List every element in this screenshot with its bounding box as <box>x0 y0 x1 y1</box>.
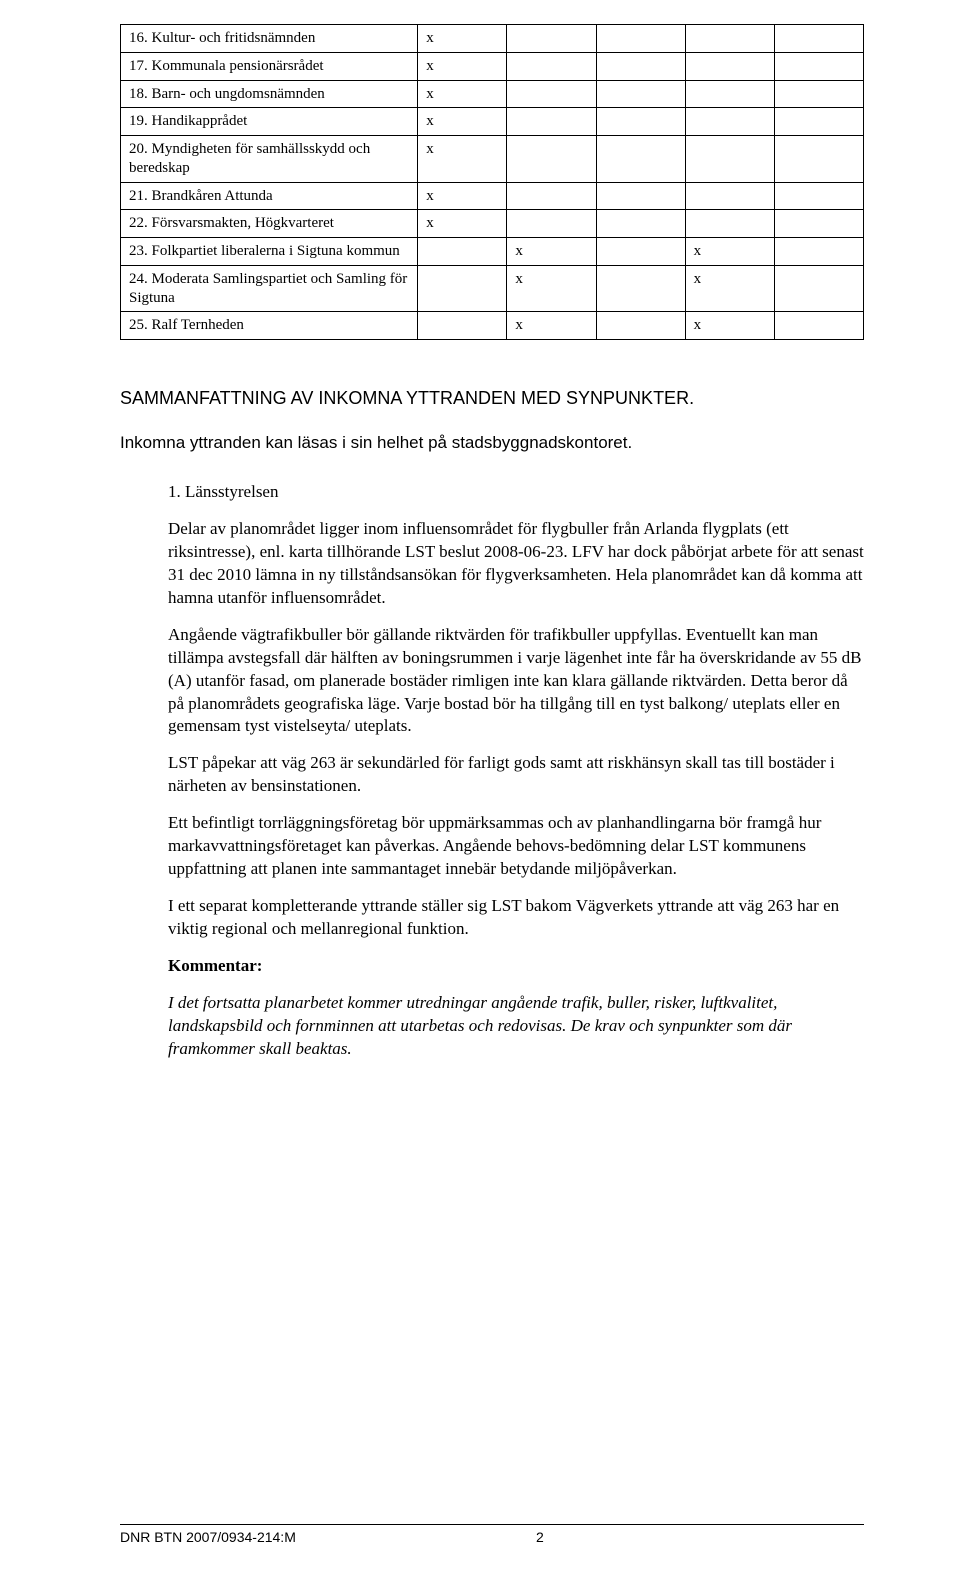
table-row: 21. Brandkåren Attundax <box>121 182 864 210</box>
row-mark <box>507 25 596 53</box>
row-label: 24. Moderata Samlingspartiet och Samling… <box>121 265 418 312</box>
row-mark <box>596 312 685 340</box>
row-mark <box>774 182 863 210</box>
row-mark <box>774 238 863 266</box>
table-row: 22. Försvarsmakten, Högkvarteretx <box>121 210 864 238</box>
row-mark <box>685 210 774 238</box>
intro-line: Inkomna yttranden kan läsas i sin helhet… <box>120 433 864 453</box>
item-title: 1. Länsstyrelsen <box>168 481 864 504</box>
row-mark <box>596 238 685 266</box>
row-mark: x <box>507 265 596 312</box>
table-row: 16. Kultur- och fritidsnämndenx <box>121 25 864 53</box>
body-paragraph: Delar av planområdet ligger inom influen… <box>168 518 864 610</box>
body-paragraph: I ett separat kompletterande yttrande st… <box>168 895 864 941</box>
item-1: 1. Länsstyrelsen Delar av planområdet li… <box>168 481 864 1061</box>
row-mark <box>507 108 596 136</box>
row-mark: x <box>507 312 596 340</box>
row-mark: x <box>685 238 774 266</box>
row-label: 21. Brandkåren Attunda <box>121 182 418 210</box>
row-mark: x <box>418 136 507 183</box>
row-mark <box>774 108 863 136</box>
row-mark <box>507 80 596 108</box>
row-mark <box>685 182 774 210</box>
row-mark <box>507 210 596 238</box>
row-mark <box>685 136 774 183</box>
body-paragraph: Ett befintligt torrläggningsföretag bör … <box>168 812 864 881</box>
row-mark <box>685 25 774 53</box>
row-mark <box>418 265 507 312</box>
row-mark <box>507 136 596 183</box>
row-mark <box>774 312 863 340</box>
table-row: 17. Kommunala pensionärsrådetx <box>121 52 864 80</box>
body-paragraph: Angående vägtrafikbuller bör gällande ri… <box>168 624 864 739</box>
row-mark <box>418 312 507 340</box>
row-label: 16. Kultur- och fritidsnämnden <box>121 25 418 53</box>
row-mark <box>685 80 774 108</box>
row-mark: x <box>418 210 507 238</box>
row-mark <box>596 80 685 108</box>
kommentar-text: I det fortsatta planarbetet kommer utred… <box>168 992 864 1061</box>
row-mark <box>596 210 685 238</box>
row-label: 18. Barn- och ungdomsnämnden <box>121 80 418 108</box>
table-row: 19. Handikapprådetx <box>121 108 864 136</box>
page: 16. Kultur- och fritidsnämndenx17. Kommu… <box>0 0 960 1569</box>
row-mark <box>774 25 863 53</box>
row-mark <box>596 182 685 210</box>
row-mark <box>596 52 685 80</box>
row-label: 17. Kommunala pensionärsrådet <box>121 52 418 80</box>
row-mark <box>774 80 863 108</box>
row-mark <box>507 182 596 210</box>
row-mark: x <box>685 265 774 312</box>
table-row: 18. Barn- och ungdomsnämndenx <box>121 80 864 108</box>
row-label: 20. Myndigheten för samhällsskydd och be… <box>121 136 418 183</box>
summary-table: 16. Kultur- och fritidsnämndenx17. Kommu… <box>120 24 864 340</box>
row-label: 22. Försvarsmakten, Högkvarteret <box>121 210 418 238</box>
row-label: 19. Handikapprådet <box>121 108 418 136</box>
row-label: 25. Ralf Ternheden <box>121 312 418 340</box>
body-paragraph: LST påpekar att väg 263 är sekundärled f… <box>168 752 864 798</box>
row-mark: x <box>685 312 774 340</box>
table-row: 20. Myndigheten för samhällsskydd och be… <box>121 136 864 183</box>
row-mark <box>685 108 774 136</box>
table-row: 23. Folkpartiet liberalerna i Sigtuna ko… <box>121 238 864 266</box>
row-mark: x <box>418 182 507 210</box>
section-heading: SAMMANFATTNING AV INKOMNA YTTRANDEN MED … <box>120 388 864 409</box>
row-mark: x <box>418 25 507 53</box>
table-row: 25. Ralf Ternheden x x <box>121 312 864 340</box>
row-mark <box>774 136 863 183</box>
row-mark <box>507 52 596 80</box>
row-label: 23. Folkpartiet liberalerna i Sigtuna ko… <box>121 238 418 266</box>
row-mark <box>685 52 774 80</box>
footer-page-number: 2 <box>216 1529 864 1545</box>
row-mark: x <box>418 52 507 80</box>
row-mark <box>774 210 863 238</box>
page-footer: DNR BTN 2007/0934-214:M 2 <box>120 1524 864 1545</box>
row-mark <box>596 108 685 136</box>
kommentar-label: Kommentar: <box>168 955 864 978</box>
row-mark <box>774 265 863 312</box>
row-mark <box>596 136 685 183</box>
row-mark <box>418 238 507 266</box>
row-mark: x <box>418 108 507 136</box>
table-row: 24. Moderata Samlingspartiet och Samling… <box>121 265 864 312</box>
row-mark <box>774 52 863 80</box>
row-mark: x <box>418 80 507 108</box>
row-mark <box>596 25 685 53</box>
row-mark <box>596 265 685 312</box>
row-mark: x <box>507 238 596 266</box>
